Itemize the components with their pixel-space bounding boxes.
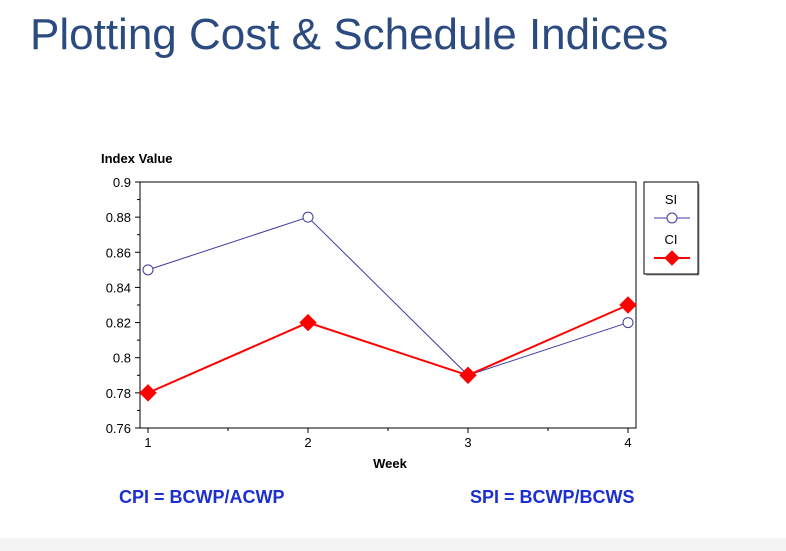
legend-marker-si xyxy=(666,212,678,224)
y-tick-label: 0.86 xyxy=(106,245,131,260)
x-tick-label: 4 xyxy=(624,435,631,450)
plot-area xyxy=(139,181,637,429)
spi-formula: SPI = BCWP/BCWS xyxy=(470,487,635,507)
y-tick-label: 0.88 xyxy=(106,210,131,225)
y-tick-label: 0.78 xyxy=(106,386,131,401)
series-line-ci xyxy=(147,304,629,394)
slide-title: Plotting Cost & Schedule Indices xyxy=(30,10,669,59)
y-axis-label: Index Value xyxy=(101,151,173,166)
x-tick-label: 3 xyxy=(464,435,471,450)
y-tick-label: 0.82 xyxy=(106,316,131,331)
series-line-si xyxy=(147,216,629,376)
y-tick-label: 0.8 xyxy=(113,351,131,366)
x-tick-label: 2 xyxy=(304,435,311,450)
cpi-formula: CPI = BCWP/ACWP xyxy=(119,487,285,507)
legend-label-si: SI xyxy=(665,192,677,207)
data-point-si xyxy=(622,317,634,329)
data-point-si xyxy=(142,264,154,276)
legend-label-ci: CI xyxy=(665,232,678,247)
data-point-si xyxy=(302,211,314,223)
bottom-strip xyxy=(0,538,786,551)
data-point-ci xyxy=(459,366,477,384)
data-point-ci xyxy=(619,296,637,314)
x-tick-label: 1 xyxy=(144,435,151,450)
data-point-ci xyxy=(299,313,317,332)
y-tick-label: 0.76 xyxy=(106,421,131,436)
y-tick-label: 0.9 xyxy=(113,175,131,190)
legend-marker-ci xyxy=(664,250,680,266)
data-point-ci xyxy=(139,384,157,402)
x-axis-label: Week xyxy=(373,456,407,471)
y-tick-label: 0.84 xyxy=(106,280,131,295)
